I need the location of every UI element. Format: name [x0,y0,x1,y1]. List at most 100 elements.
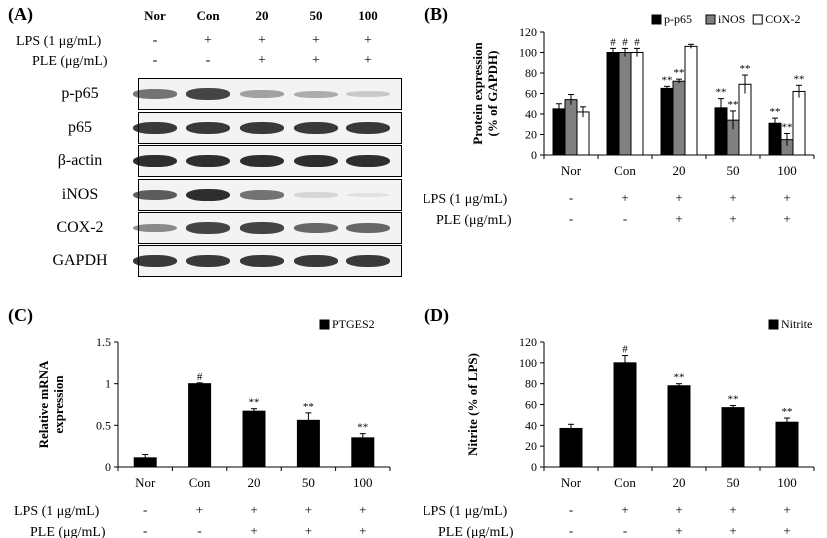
blot-band [294,122,338,134]
ple-sign: - [623,211,627,226]
category-label: 50 [302,475,315,490]
ple-sign: + [305,523,312,538]
y-tick-label: 20 [525,439,537,453]
western-blot-panel: Nor Con 20 50 100 LPS (1 μg/mL) PLE (μg/mL) - + +… [0,0,410,300]
category-label: Con [614,475,636,490]
blot-column-label: 100 [358,8,378,23]
bar [606,52,620,156]
lps-sign: + [783,502,790,517]
blot-band [346,255,390,267]
blot-box [138,78,402,110]
legend-swatch [651,14,662,25]
bar [660,87,674,156]
blot-band [346,91,390,97]
lps-label: LPS (1 μg/mL) [14,504,100,519]
y-tick-label: 80 [525,377,537,391]
category-label: 20 [248,475,261,490]
lps-sign: + [675,502,682,517]
significance-marker: ** [303,401,314,413]
lps-sign: + [729,190,736,205]
y-tick-label: 40 [525,107,537,121]
significance-marker: # [610,36,616,48]
ple-label: PLE (μg/mL) [436,213,512,228]
blot-band [133,154,177,168]
y-tick-label: 120 [519,335,537,349]
bar [576,111,590,156]
significance-marker: ** [662,74,673,86]
significance-marker: # [634,36,640,48]
significance-marker: ** [249,397,260,409]
category-label: Nor [561,163,582,178]
category-label: 100 [777,475,797,490]
category-label: 100 [777,163,797,178]
blot-band [133,122,177,134]
blot-ple-sign: + [258,53,266,68]
blot-band [346,122,390,134]
blot-band [240,190,284,200]
ple-sign: + [783,211,790,226]
blot-band [186,154,230,168]
y-tick-label: 0 [531,460,537,474]
blot-band [186,188,230,202]
blot-band [346,223,390,233]
y-tick-label: 0 [531,148,537,162]
bar [721,407,745,468]
ple-label: PLE (μg/mL) [30,525,106,538]
protein-expression-chart: 0 20 40 60 80 100 120 Protein expression (% of G… [424,12,815,228]
ple-sign: - [623,523,627,538]
ple-sign: - [569,211,573,226]
ple-sign: + [250,523,257,538]
blot-band [294,192,338,198]
blot-row-label: p65 [68,119,92,136]
lps-sign: + [729,502,736,517]
ple-sign: - [143,523,147,538]
y-tick-label: 100 [519,356,537,370]
blot-lps-sign: - [152,33,158,48]
significance-marker: ** [770,106,781,118]
y-tick-label: 0 [105,460,111,474]
lps-sign: + [359,502,366,517]
ple-label: PLE (μg/mL) [438,525,514,538]
y-tick-label: 100 [519,46,537,60]
ple-sign: + [359,523,366,538]
blot-band [186,255,230,267]
blot-band [186,222,230,234]
legend-swatch [768,319,779,330]
lps-sign: - [569,502,573,517]
lps-sign: + [250,502,257,517]
blot-ple-sign: + [364,53,372,68]
blot-band [133,255,177,267]
blot-band [186,88,230,100]
category-label: 20 [673,163,686,178]
bar [242,410,266,468]
significance-marker: ** [728,394,739,406]
ple-sign: + [783,523,790,538]
bar [684,45,698,156]
significance-marker: # [622,344,628,356]
legend-label: COX-2 [765,12,800,26]
blot-column-label: 20 [255,8,269,23]
bar [618,52,632,156]
blot-row-label: iNOS [61,186,99,203]
significance-marker: ** [740,63,751,75]
blot-band [294,90,338,98]
significance-marker: ** [728,99,739,111]
blot-ple-sign: - [205,53,211,68]
lps-sign: + [675,190,682,205]
panel-label-b: (B) [424,4,448,24]
lps-label: LPS (1 μg/mL) [424,192,508,207]
significance-marker: ** [782,406,793,418]
bar [564,99,578,156]
blot-ple-sign: - [152,53,158,68]
y-tick-label: 20 [525,128,537,142]
blot-row-label: GAPDH [52,252,108,269]
y-tick-label: 120 [519,25,537,39]
legend-swatch [705,14,716,25]
bar [775,421,799,468]
blot-row-label: p-p65 [61,85,99,102]
bar [667,385,691,468]
blot-ple-sign: + [312,53,320,68]
panel-label-c: (C) [8,305,33,325]
bar [559,427,583,468]
y-tick-label: 0.5 [96,418,111,432]
